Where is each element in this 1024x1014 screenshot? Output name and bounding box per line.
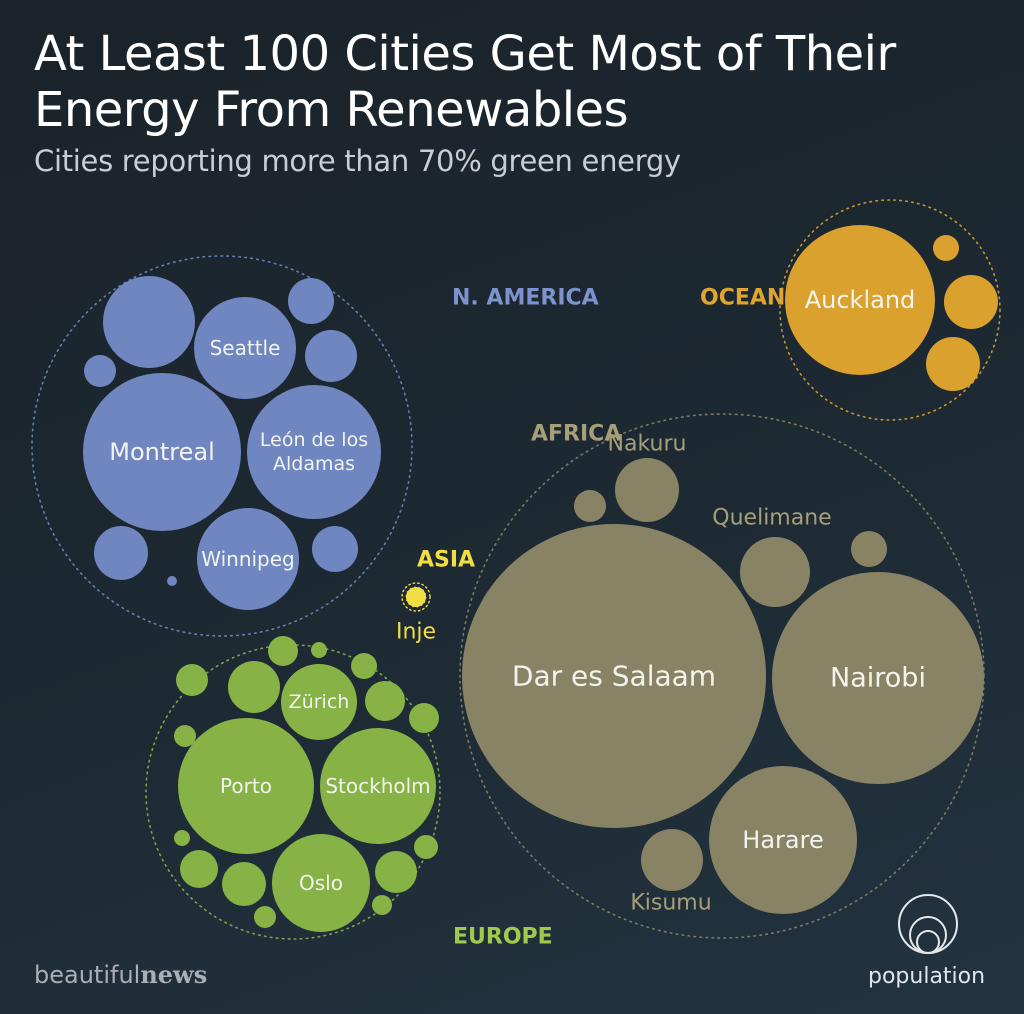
europe-city-bubble (375, 851, 417, 893)
europe-city-bubble (268, 636, 298, 666)
europe-city-bubble (372, 895, 392, 915)
inje-label: Inje (396, 620, 436, 645)
population-brand: population (868, 964, 986, 989)
beautiful-news-logo: beautifulnews (34, 960, 208, 989)
nakuru-bubble (615, 458, 679, 522)
leon-de-los-aldamas-bubble (247, 385, 381, 519)
oceania-city-bubble (926, 337, 980, 391)
europe-city-bubble (174, 830, 190, 846)
nairobi-bubble (772, 572, 984, 784)
oslo-bubble (272, 834, 370, 932)
africa-group-outline (459, 413, 985, 939)
nakuru-label: Nakuru (608, 432, 687, 457)
dar-es-salaam-label: Dar es Salaam (512, 660, 716, 693)
europe-region-label: EUROPE (453, 925, 553, 950)
europe-city-bubble (365, 681, 405, 721)
dar-es-salaam-bubble (462, 524, 766, 828)
harare-bubble (709, 766, 857, 914)
harare-label: Harare (742, 826, 823, 854)
n-america-city-bubble (84, 355, 116, 387)
stockholm-label: Stockholm (325, 774, 430, 798)
chart-subtitle: Cities reporting more than 70% green ene… (34, 144, 681, 178)
europe-city-bubble (222, 862, 266, 906)
n-america-city-bubble (288, 278, 334, 324)
porto-bubble (178, 718, 314, 854)
quelimane-bubble (740, 537, 810, 607)
population-logo-icon (898, 894, 958, 954)
n-america-city-bubble (94, 526, 148, 580)
kisumu-label: Kisumu (630, 891, 711, 916)
oceania-city-bubble (944, 275, 998, 329)
title-line-2: Energy From Renewables (34, 82, 629, 138)
winnipeg-bubble (197, 508, 299, 610)
stockholm-bubble (320, 728, 436, 844)
n-america-city-bubble (305, 330, 357, 382)
europe-city-bubble (254, 906, 276, 928)
europe-city-bubble (180, 850, 218, 888)
zurich-bubble (281, 664, 357, 740)
n-america-region-label: N. AMERICA (452, 286, 599, 311)
n-america-city-bubble (312, 526, 358, 572)
inje-bubble-ring (401, 582, 431, 612)
auckland-label: Auckland (805, 286, 916, 314)
n-america-city-bubble (103, 276, 195, 368)
oceania-city-bubble (933, 235, 959, 261)
africa-city-bubble (574, 490, 606, 522)
africa-region-label: AFRICA (531, 422, 621, 447)
seattle-label: Seattle (210, 336, 281, 360)
europe-city-bubble (174, 725, 196, 747)
nairobi-label: Nairobi (830, 663, 926, 694)
leon-de-los-aldamas-label-line-1: León de los (260, 429, 368, 451)
montreal-bubble (83, 373, 241, 531)
europe-group-outline (145, 644, 441, 940)
europe-city-bubble (351, 653, 377, 679)
winnipeg-label: Winnipeg (201, 547, 295, 571)
montreal-label: Montreal (109, 438, 215, 466)
oceania-group-outline (779, 199, 1001, 421)
europe-city-bubble (409, 703, 439, 733)
title-line-1: At Least 100 Cities Get Most of Their (34, 26, 896, 82)
asia-region-label: ASIA (417, 548, 475, 573)
seattle-bubble (194, 297, 296, 399)
zurich-label: Zürich (289, 691, 350, 713)
n-america-city-bubble (167, 576, 177, 586)
europe-city-bubble (414, 835, 438, 859)
porto-label: Porto (220, 774, 272, 798)
europe-city-bubble (176, 664, 208, 696)
auckland-bubble (785, 225, 935, 375)
n-america-group-outline (31, 255, 413, 637)
europe-city-bubble (311, 642, 327, 658)
kisumu-bubble (641, 829, 703, 891)
europe-city-bubble (228, 661, 280, 713)
oslo-label: Oslo (299, 871, 343, 895)
chart-title: At Least 100 Cities Get Most of Their Ene… (34, 26, 994, 138)
leon-de-los-aldamas-label-line-2: Aldamas (273, 453, 355, 475)
africa-city-bubble (851, 531, 887, 567)
quelimane-label: Quelimane (712, 506, 831, 531)
inje-bubble (405, 586, 427, 608)
